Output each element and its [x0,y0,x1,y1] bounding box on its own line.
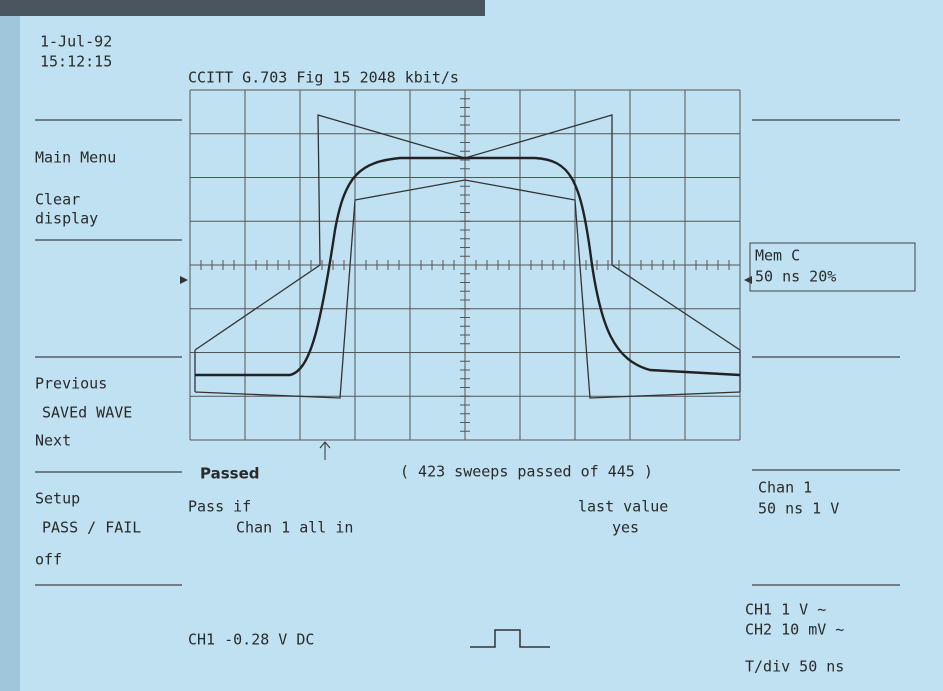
menu-item[interactable]: Main Menu [35,149,116,167]
menu-item[interactable]: Next [35,432,71,450]
menu-item[interactable]: off [35,551,62,569]
photo-strip [0,0,485,16]
trigger-arrow [319,441,331,460]
separators [35,119,900,586]
input: CH1 1 V ~ [745,601,826,619]
sweeps: ( 423 sweeps passed of 445 ) [400,463,653,481]
menu-item[interactable]: Previous [35,375,107,393]
input: CH2 10 mV ~ [745,621,844,639]
menu-item[interactable]: display [35,210,98,228]
menu-item[interactable]: Setup [35,490,80,508]
title: CCITT G.703 Fig 15 2048 kbit/s [188,69,459,87]
time: 15:12:15 [40,53,112,71]
memory: Mem C [755,247,800,265]
timebase: T/div 50 ns [745,658,844,676]
condition: Chan 1 all in [236,519,353,537]
mem-box [749,242,916,292]
mode: last value [578,498,668,516]
graticule [189,89,741,441]
mode: yes [612,519,639,537]
menu-item[interactable]: PASS / FAIL [42,519,141,537]
result: Passed [200,465,259,483]
edge [0,16,20,691]
condition: Pass if [188,498,251,516]
menu-item[interactable]: SAVEd WAVE [42,404,132,422]
waveform [195,156,741,377]
menu-item[interactable]: Clear [35,191,80,209]
offset: CH1 -0.28 V DC [188,631,314,649]
pulse-icon [470,629,550,648]
channel-setting: 50 ns 1 V [758,500,839,518]
memory-setting: 50 ns 20% [755,268,836,286]
channel: Chan 1 [758,479,812,497]
date: 1-Jul-92 [40,33,112,51]
